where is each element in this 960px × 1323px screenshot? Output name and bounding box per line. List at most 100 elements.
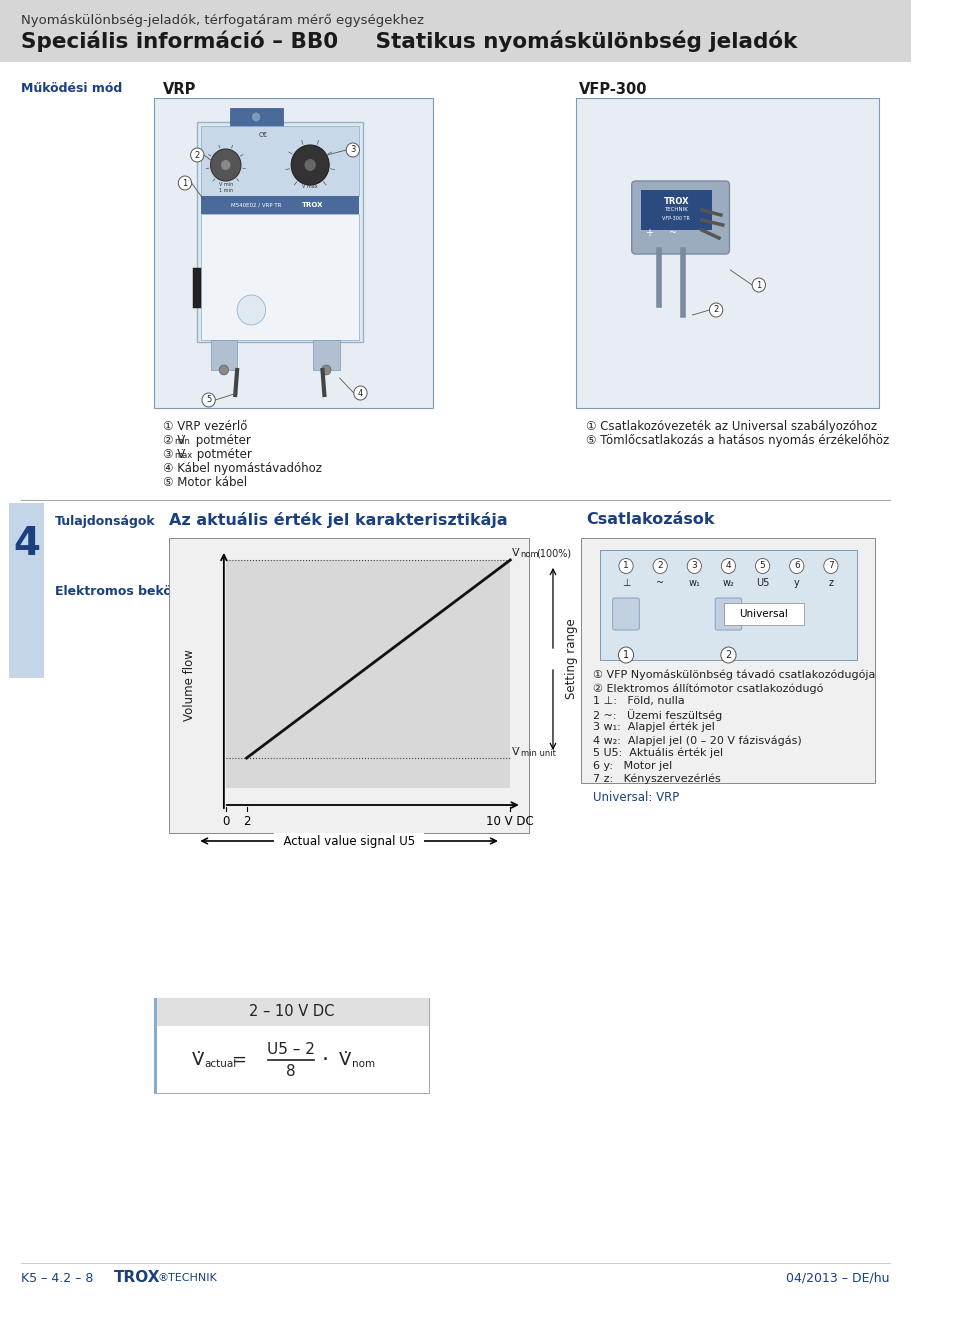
Text: Universal: Universal [739,609,788,619]
Circle shape [219,365,228,374]
Text: 5 U5:  Aktuális érték jel: 5 U5: Aktuális érték jel [593,747,723,758]
Text: Actual value signal U5: Actual value signal U5 [276,835,422,848]
Text: 2: 2 [243,815,251,828]
Text: V̇: V̇ [513,548,519,558]
Circle shape [210,149,241,181]
Circle shape [221,160,230,169]
Text: (100%): (100%) [536,548,571,558]
Text: ®TECHNIK: ®TECHNIK [157,1273,217,1283]
Bar [154,998,429,1027]
Text: 6 y:   Motor jel: 6 y: Motor jel [593,761,672,771]
Text: actual: actual [204,1058,236,1069]
Text: 1: 1 [623,561,629,570]
Text: 7 z:   Kényszervezérlés: 7 z: Kényszervezérlés [593,774,721,785]
Circle shape [653,558,667,573]
Circle shape [790,558,804,573]
Bar [0,0,911,62]
Bar [576,98,879,407]
Text: Speciális információ – BB0     Statikus nyomáskülönbség jeladók: Speciális információ – BB0 Statikus nyom… [21,30,797,52]
Text: V̇: V̇ [513,747,519,757]
Text: ④ Kábel nyomástávadóhoz: ④ Kábel nyomástávadóhoz [163,462,323,475]
Text: 3: 3 [350,146,355,155]
Bar [201,214,359,340]
Text: ② Elektromos állítómotor csatlakozódugó: ② Elektromos állítómotor csatlakozódugó [593,683,823,693]
Text: w₂: w₂ [723,578,734,587]
Text: V max: V max [302,184,318,189]
Text: 2: 2 [195,151,200,160]
Text: 4: 4 [358,389,363,397]
Text: nom: nom [352,1058,375,1069]
FancyBboxPatch shape [632,181,730,254]
Text: Nyomáskülönbség-jeladók, térfogatáram mérő egységekhez: Nyomáskülönbség-jeladók, térfogatáram mé… [21,15,424,28]
Text: ① VFP Nyomáskülönbség távadó csatlakozódugója: ① VFP Nyomáskülönbség távadó csatlakozód… [593,669,876,680]
Text: Csatlakozások: Csatlakozások [587,512,714,527]
FancyBboxPatch shape [198,122,363,343]
Bar [226,560,511,789]
Text: Universal: VRP: Universal: VRP [593,791,679,804]
Circle shape [687,558,702,573]
Text: 1 ⊥:   Föld, nulla: 1 ⊥: Föld, nulla [593,696,684,706]
Text: 1: 1 [623,650,629,660]
Circle shape [179,176,192,191]
Circle shape [354,386,367,400]
Bar [582,538,876,783]
Circle shape [756,558,770,573]
Text: 4: 4 [13,525,40,564]
FancyBboxPatch shape [715,598,742,630]
Text: TROX: TROX [302,202,324,208]
Bar [194,269,201,308]
Text: 2: 2 [726,650,732,660]
Bar [230,108,282,126]
Text: Működési mód: Működési mód [21,82,122,95]
Text: 2: 2 [713,306,719,315]
Text: min: min [175,437,190,446]
Text: K5 – 4.2 – 8: K5 – 4.2 – 8 [21,1271,93,1285]
Text: ⑤ Motor kábel: ⑤ Motor kábel [163,476,248,490]
Text: 1: 1 [182,179,187,188]
Bar [210,340,237,370]
Text: TROX: TROX [114,1270,160,1286]
Text: 2 ~:   Üzemi feszültség: 2 ~: Üzemi feszültség [593,709,722,721]
Text: 2 – 10 V DC: 2 – 10 V DC [249,1004,334,1020]
Circle shape [252,112,261,122]
Circle shape [824,558,838,573]
Text: VFP-300: VFP-300 [579,82,647,97]
Bar [169,538,529,833]
Text: ⊥: ⊥ [622,578,631,587]
Text: 1: 1 [756,280,761,290]
Text: +: + [645,228,653,238]
Bar [724,603,804,624]
Text: max: max [175,451,193,459]
Bar [10,503,43,677]
Text: nom: nom [520,550,540,560]
Text: 7: 7 [828,561,834,570]
Circle shape [347,143,359,157]
Text: 5: 5 [759,561,765,570]
Text: TECHNIK: TECHNIK [664,206,688,212]
Text: 3: 3 [691,561,697,570]
Text: min unit: min unit [520,749,556,758]
Text: ~: ~ [656,578,664,587]
Text: M540E02 / VRP TR: M540E02 / VRP TR [231,202,281,208]
Circle shape [291,146,329,185]
Text: potméter: potméter [192,434,251,447]
Text: Volume flow: Volume flow [183,650,196,721]
Text: Elektromos bekötés: Elektromos bekötés [55,585,194,598]
Circle shape [202,393,215,407]
Text: ·: · [322,1050,329,1070]
Text: ③ V̇: ③ V̇ [163,448,185,460]
Text: Setting range: Setting range [565,619,579,700]
Text: z: z [828,578,833,587]
Text: ① Csatlakozóvezeték az Universal szabályozóhoz: ① Csatlakozóvezeték az Universal szabály… [587,419,877,433]
Bar [201,196,359,214]
Bar [313,340,340,370]
Text: 4: 4 [726,561,732,570]
Text: U5: U5 [756,578,769,587]
Text: V min
1 min: V min 1 min [219,183,233,193]
Bar [201,126,359,196]
Circle shape [304,159,316,171]
Text: 8: 8 [286,1065,296,1080]
Text: Az aktuális érték jel karakterisztikája: Az aktuális érték jel karakterisztikája [169,512,508,528]
Bar [154,98,434,407]
Text: ② V̇: ② V̇ [163,434,185,447]
